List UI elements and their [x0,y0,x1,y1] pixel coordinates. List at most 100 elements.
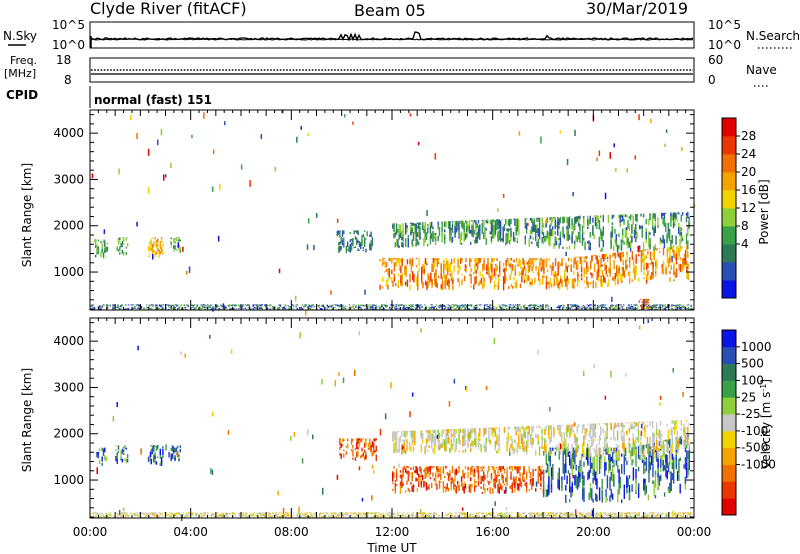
echo-cell [415,223,417,229]
echo-cell [345,450,348,455]
echo-cell [322,512,325,514]
power-colorbar-label: Power [dB] [757,179,771,244]
echo-cell [497,234,499,242]
echo-cell [262,514,265,515]
echo-cell [515,279,518,289]
echo-cell [125,512,127,514]
echo-cell [210,516,213,518]
echo-cell [481,222,484,234]
echo-cell [522,305,525,307]
echo-cell [405,515,408,518]
echo-cell [492,274,494,278]
echo-cell [649,512,651,514]
noise-speck [306,244,309,250]
echo-cell [677,307,679,309]
echo-cell [121,512,123,514]
echo-cell [416,222,419,225]
echo-cell [515,218,517,225]
echo-cell [482,513,484,515]
colorbar-swatch [722,190,736,209]
echo-cell [604,304,607,306]
echo-cell [663,218,666,227]
echo-cell [531,226,533,234]
echo-cell [359,308,361,310]
echo-cell [124,458,126,461]
echo-cell [684,513,686,515]
echo-cell [502,308,504,310]
echo-cell [106,246,109,250]
echo-cell [485,228,487,231]
echo-cell [593,234,595,240]
echo-cell [400,512,403,514]
echo-cell [121,306,123,308]
echo-cell [525,227,528,234]
echo-cell [246,305,248,307]
echo-cell [550,513,552,515]
echo-cell [667,514,669,516]
echo-cell [485,512,487,514]
echo-cell [385,280,388,287]
echo-cell [410,232,412,236]
echo-cell [166,512,169,514]
echo-cell [462,220,464,222]
echo-cell [426,514,429,516]
echo-cell [545,304,547,306]
echo-cell [678,307,681,309]
echo-cell [485,516,487,518]
echo-cell [542,237,545,245]
echo-cell [257,514,260,516]
echo-cell [631,251,633,257]
echo-cell [512,304,514,306]
echo-cell [673,279,675,282]
echo-cell [173,238,175,243]
echo-cell [582,514,585,516]
echo-cell [308,305,310,307]
echo-cell [564,512,566,514]
echo-cell [576,304,578,307]
echo-cell [356,515,358,517]
echo-cell [191,512,193,514]
echo-cell [256,306,258,309]
noise-speck [249,180,251,187]
echo-cell [365,304,367,306]
echo-cell [597,259,600,269]
echo-cell [402,223,404,233]
echo-cell [566,216,568,223]
velocity-echo-data [90,319,694,522]
echo-cell [192,514,195,516]
echo-cell [422,516,425,518]
echo-cell [127,304,130,306]
echo-cell [354,230,357,233]
echo-cell [524,516,526,517]
echo-cell [652,514,655,516]
echo-cell [496,223,498,231]
echo-cell [360,516,362,518]
echo-cell [677,305,679,307]
echo-cell [217,512,219,514]
echo-cell [158,308,161,310]
echo-cell [638,514,640,516]
echo-cell [612,512,614,514]
echo-cell [341,438,344,440]
echo-cell [502,234,504,243]
echo-cell [147,512,149,515]
echo-cell [639,245,641,249]
echo-cell [468,226,471,234]
echo-cell [216,305,218,307]
echo-cell [438,514,440,516]
echo-cell [532,515,534,517]
echo-cell [543,515,546,517]
echo-cell [662,304,664,306]
echo-cell [489,513,491,515]
echo-cell [266,308,269,310]
echo-cell [598,236,601,244]
echo-cell [405,308,408,310]
echo-cell [158,304,161,307]
echo-cell [630,306,633,308]
echo-cell [156,513,158,515]
echo-cell [576,512,578,514]
echo-cell [381,304,383,306]
echo-cell [170,307,172,309]
echo-cell [602,306,604,308]
echo-cell [424,515,426,517]
